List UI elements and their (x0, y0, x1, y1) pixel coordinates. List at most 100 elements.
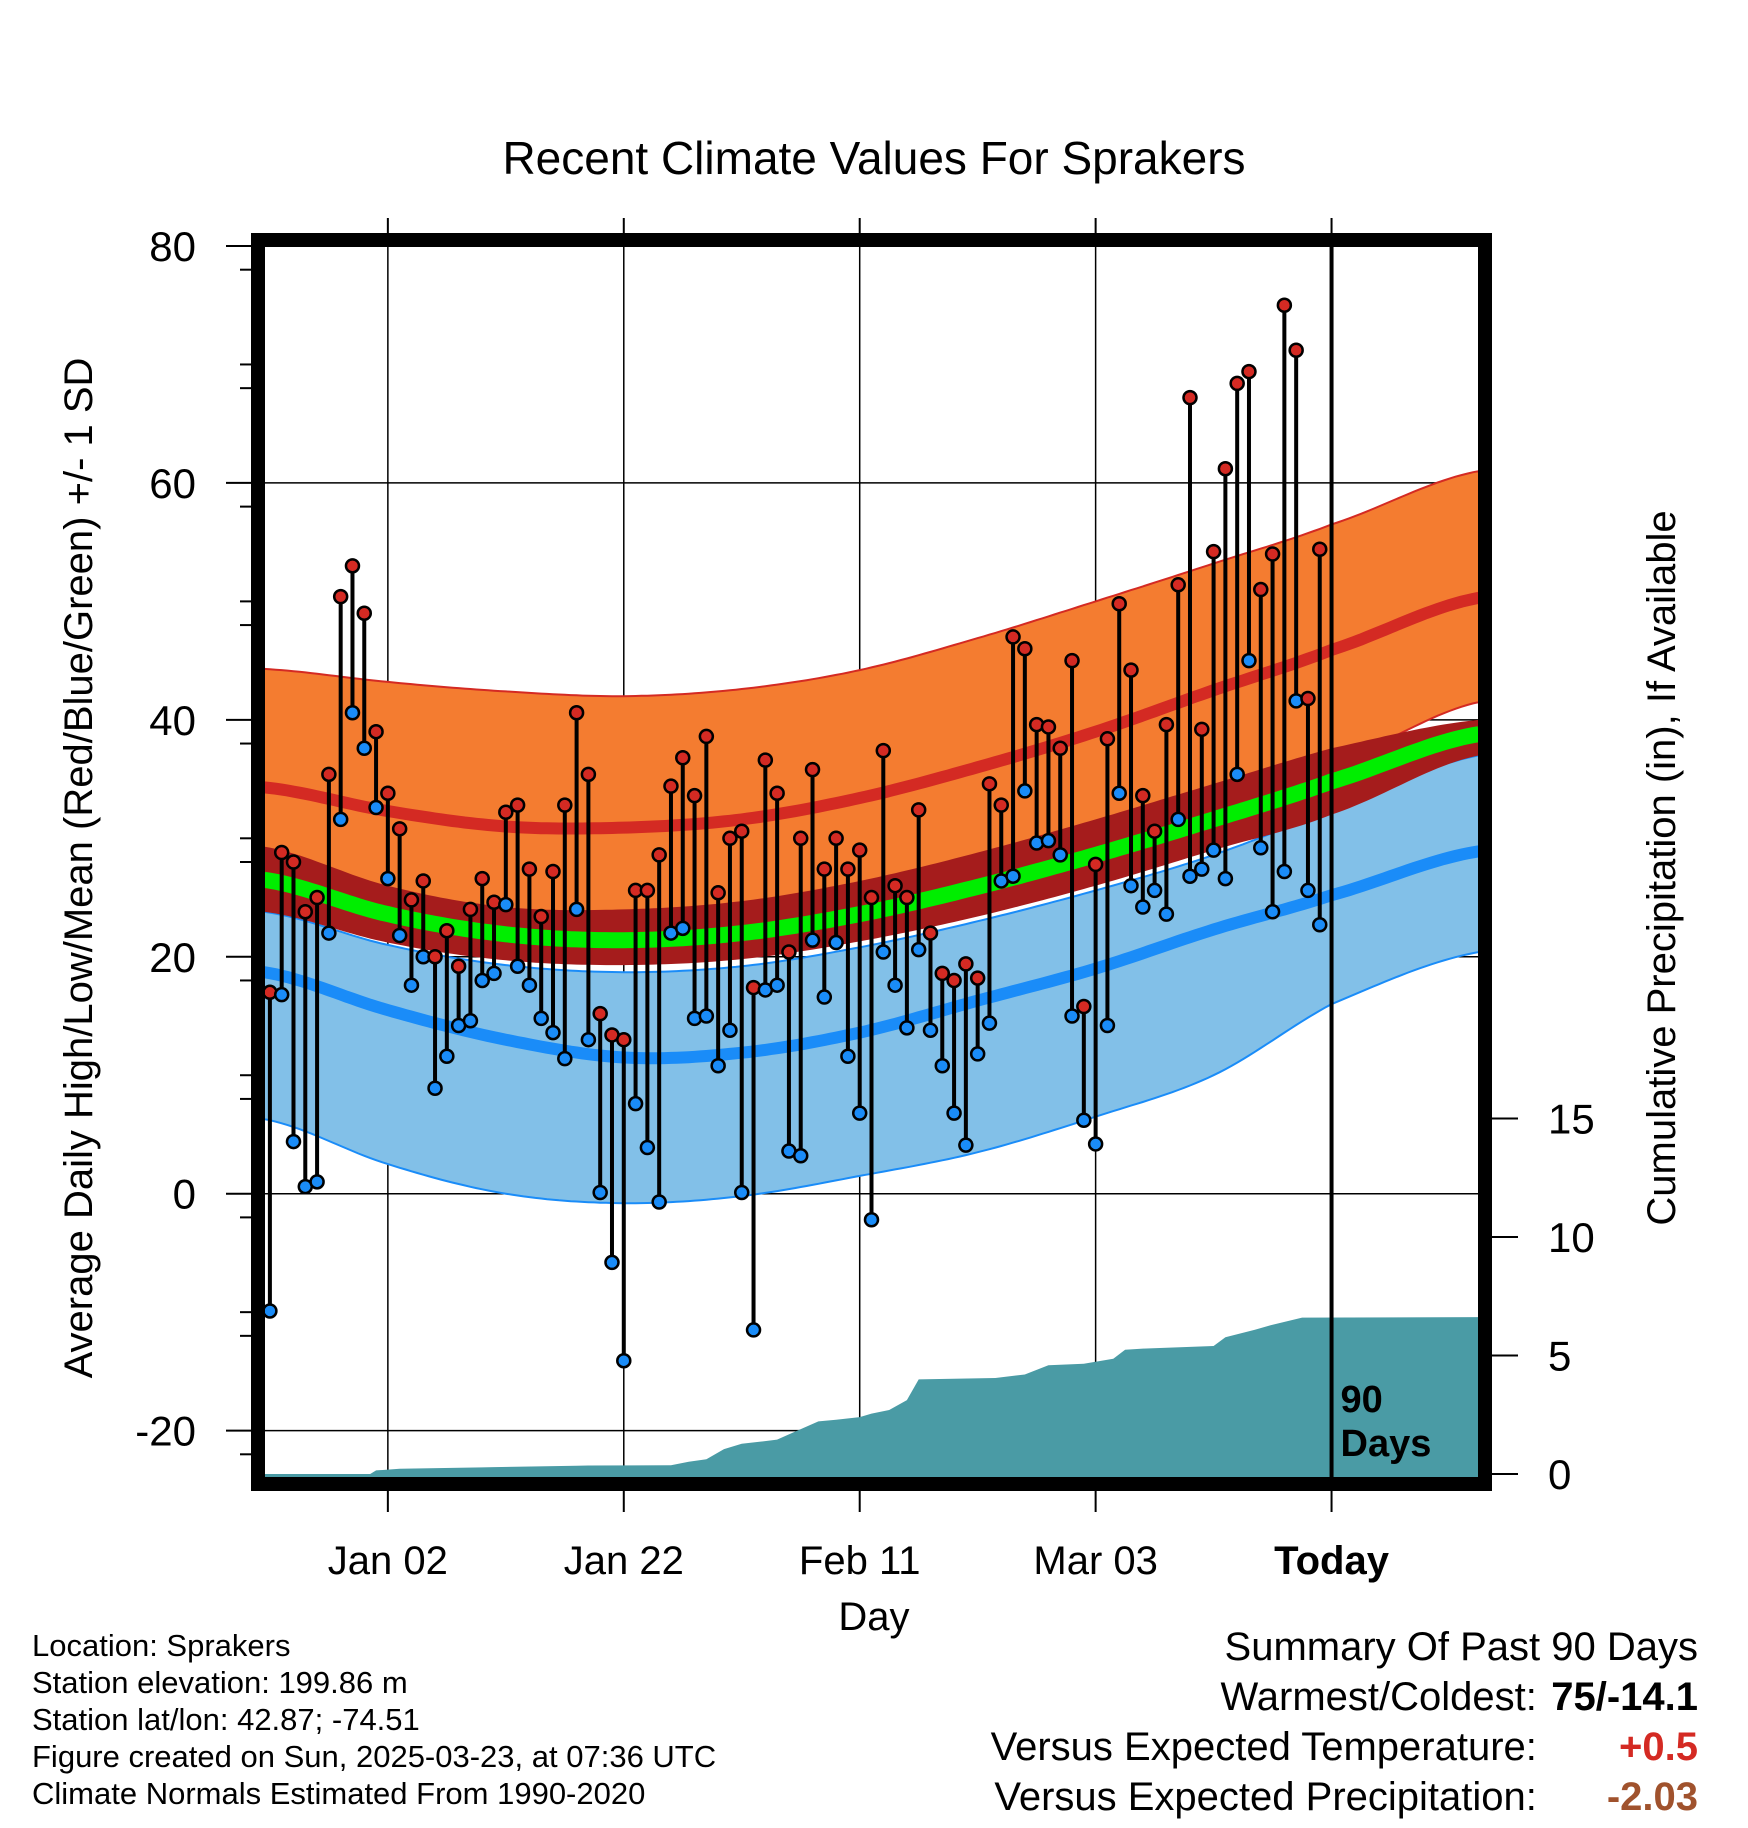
daily-low-point (722, 1022, 738, 1038)
daily-low-point (1300, 882, 1316, 899)
daily-low-point (792, 1148, 809, 1164)
daily-high-point (1194, 721, 1210, 738)
y-tick-label: 80 (149, 223, 196, 270)
y-tick-label: 40 (149, 697, 196, 744)
daily-high-point (840, 861, 856, 877)
daily-high-point (804, 761, 821, 778)
daily-low-point (899, 1020, 915, 1036)
daily-high-point (391, 821, 408, 837)
daily-low-point (368, 799, 384, 816)
daily-high-point (509, 797, 526, 813)
x-tick-label: Jan 02 (328, 1539, 448, 1583)
daily-high-point (981, 776, 998, 792)
daily-low-point (391, 927, 408, 944)
daily-high-point (439, 922, 455, 939)
daily-low-point (1040, 832, 1057, 849)
daily-low-point (1182, 868, 1198, 884)
daily-low-point (1264, 904, 1281, 920)
daily-high-point (332, 588, 349, 605)
daily-low-point (403, 977, 420, 993)
days-label-number: 90 (1341, 1379, 1383, 1421)
daily-low-point (439, 1048, 455, 1065)
daily-low-point (462, 1012, 479, 1029)
daily-high-point (474, 870, 490, 887)
y-axis-label: Average Daily High/Low/Mean (Red/Blue/Gr… (57, 358, 101, 1379)
daily-high-point (875, 742, 892, 759)
daily-high-point (686, 787, 703, 804)
daily-high-point (1017, 641, 1033, 657)
precip-value: -2.03 (1606, 1775, 1698, 1819)
x-tick-label: Jan 22 (564, 1539, 684, 1583)
daily-low-point (1229, 766, 1245, 783)
daily-high-point (403, 892, 420, 908)
y2-tick-label: 15 (1548, 1096, 1595, 1143)
daily-high-point (934, 965, 951, 982)
daily-high-point (828, 830, 844, 847)
created-text: Figure created on Sun, 2025-03-23, at 07… (32, 1739, 717, 1774)
daily-low-point (474, 972, 490, 989)
daily-low-point (675, 920, 691, 937)
daily-high-point (769, 785, 785, 802)
daily-high-point (651, 847, 667, 863)
daily-low-point (580, 1031, 597, 1048)
temp-label: Versus Expected Temperature: (990, 1725, 1537, 1769)
daily-high-point (1264, 546, 1281, 562)
daily-low-point (1241, 652, 1257, 669)
daily-high-point (368, 723, 384, 740)
axes: 80 60 40 20 0 -20 15 10 5 0 Jan 02 Jan 22 Feb 11 Mar … (135, 218, 1595, 1583)
location-text: Location: Sprakers (32, 1628, 291, 1663)
daily-low-point (356, 740, 373, 757)
daily-low-point (1217, 870, 1234, 887)
summary-temp: Versus Expected Temperature: +0.5 (991, 1722, 1698, 1772)
latlon-text: Station lat/lon: 42.87; -74.51 (32, 1702, 420, 1737)
y-tick-label: -20 (135, 1408, 196, 1455)
daily-high-point (1276, 297, 1293, 313)
daily-low-point (1253, 840, 1269, 856)
daily-low-point (1146, 882, 1163, 899)
daily-high-point (1170, 577, 1186, 593)
daily-high-point (1241, 363, 1257, 380)
daily-low-point (1064, 1008, 1080, 1024)
daily-high-point (1064, 652, 1080, 669)
daily-high-point (580, 766, 597, 783)
daily-low-point (969, 1046, 986, 1062)
daily-high-point (792, 830, 809, 847)
daily-low-point (557, 1050, 573, 1067)
daily-low-point (804, 932, 821, 948)
daily-high-point (1217, 460, 1234, 477)
daily-high-point (1182, 389, 1198, 406)
daily-low-point (592, 1184, 608, 1201)
daily-low-point (627, 1095, 644, 1112)
high-normal-line (264, 591, 1479, 835)
y-tick-label: 20 (149, 934, 196, 981)
daily-high-point (698, 728, 715, 745)
elevation-text: Station elevation: 199.86 m (32, 1665, 408, 1700)
daily-high-point (568, 704, 585, 721)
daily-low-point (733, 1184, 750, 1201)
daily-high-point (1288, 342, 1304, 358)
daily-high-point (427, 949, 443, 965)
daily-low-point (816, 989, 833, 1005)
daily-low-point (946, 1105, 962, 1121)
daily-high-point (1076, 998, 1092, 1015)
daily-high-point (557, 797, 573, 813)
daily-high-point (592, 1005, 608, 1022)
daily-high-point (462, 901, 479, 918)
daily-low-point (486, 965, 502, 982)
daily-low-point (498, 896, 514, 913)
warm-cold-label: Warmest/Coldest: (1220, 1675, 1537, 1719)
daily-high-point (1205, 543, 1222, 560)
summary-panel: Summary Of Past 90 Days Warmest/Coldest:… (991, 1622, 1698, 1822)
daily-low-point (1087, 1136, 1104, 1152)
daily-low-point (698, 1008, 715, 1024)
normals-text: Climate Normals Estimated From 1990-2020 (32, 1776, 646, 1811)
daily-low-point (840, 1048, 856, 1065)
daily-low-point (851, 1105, 868, 1121)
plot-content: 90 Days (264, 246, 1479, 1478)
daily-high-point (321, 766, 337, 783)
daily-high-point (1052, 740, 1068, 757)
daily-high-point (415, 873, 431, 889)
daily-high-point (663, 778, 679, 794)
daily-low-point (309, 1174, 325, 1190)
